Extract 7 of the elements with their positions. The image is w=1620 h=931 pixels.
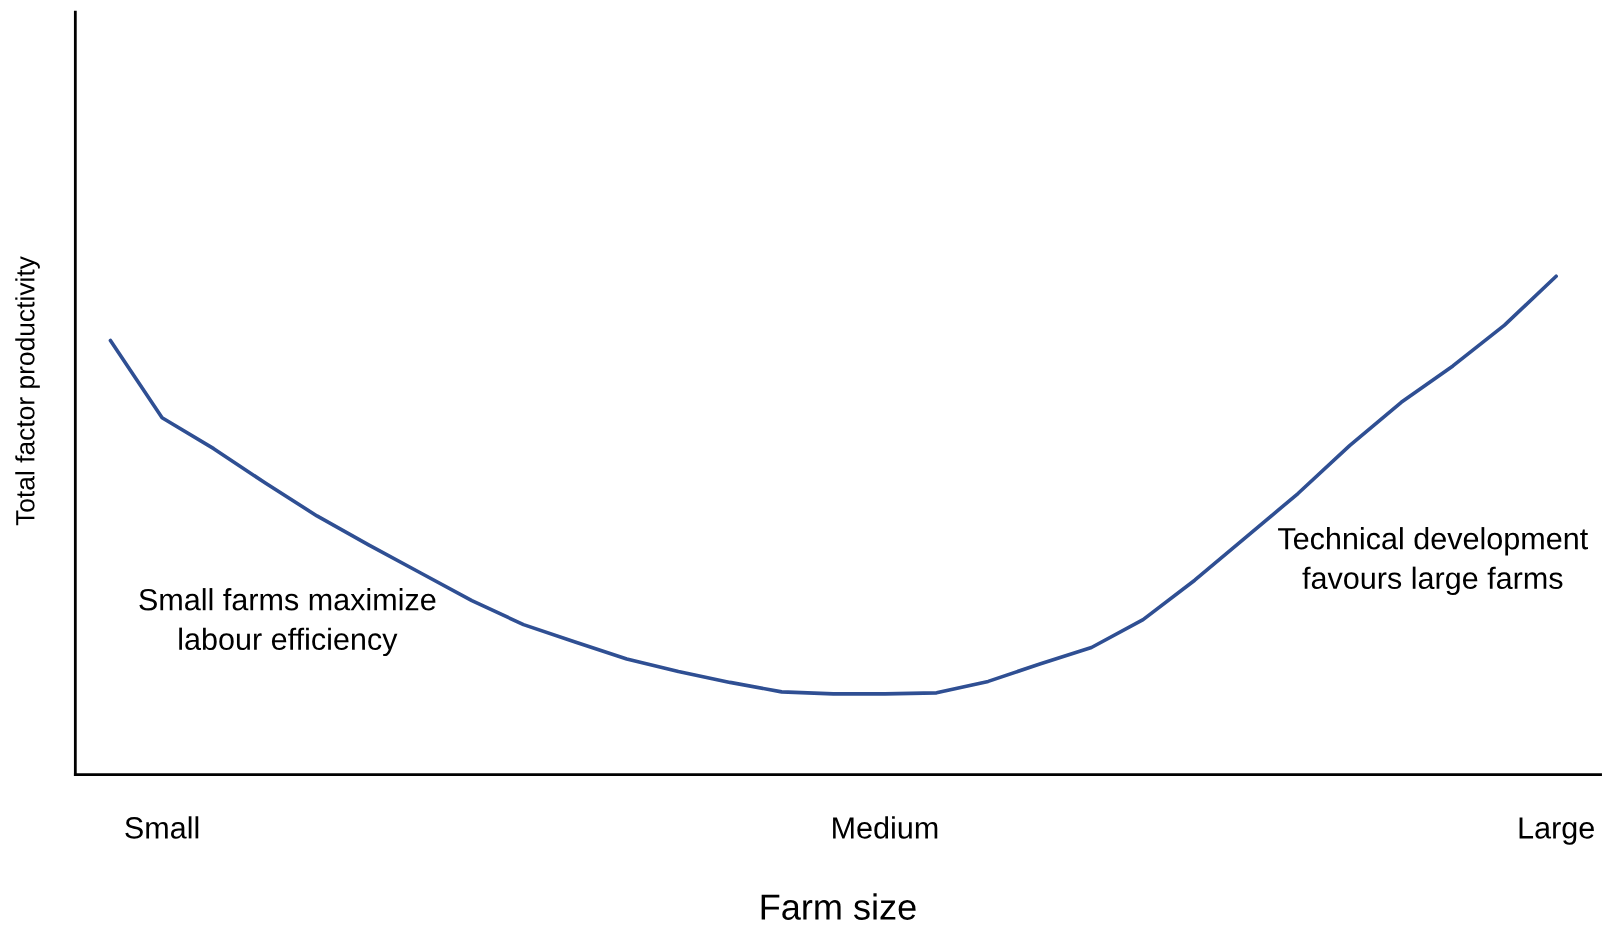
x-axis-title: Farm size	[761, 893, 916, 920]
x-tick-label: Medium	[833, 816, 938, 839]
annotation: Small farms maximize labour efficiency	[139, 588, 436, 657]
y-axis-title: Total factor productivity	[15, 256, 40, 526]
x-tick-label: Small	[125, 816, 199, 839]
annotation: Technical development favours large farms	[1278, 527, 1588, 596]
x-tick-label: Large	[1519, 817, 1594, 845]
